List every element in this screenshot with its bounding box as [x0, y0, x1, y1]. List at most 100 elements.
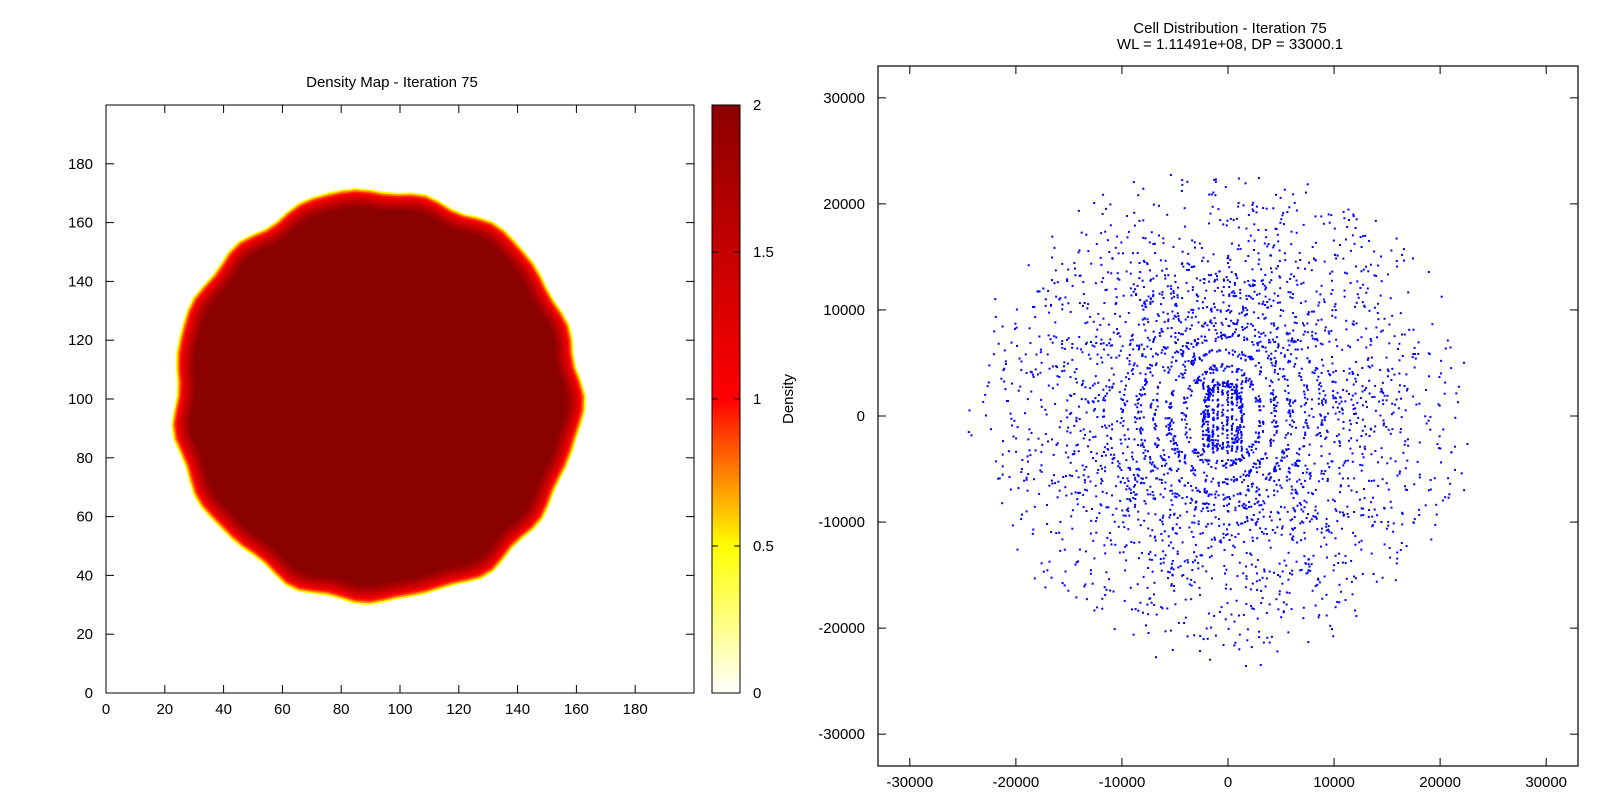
cell-point: [1213, 289, 1216, 292]
cell-point: [1042, 287, 1045, 290]
cell-point: [1266, 245, 1269, 248]
cell-point: [1380, 456, 1383, 459]
cell-point: [1232, 459, 1235, 462]
cell-point: [1322, 397, 1325, 400]
cell-point: [1215, 490, 1218, 493]
cell-point: [1205, 339, 1208, 342]
cell-point: [1217, 494, 1220, 497]
cell-point: [1408, 328, 1411, 331]
cell-point: [1248, 454, 1251, 457]
cell-point: [1164, 481, 1167, 484]
cell-point: [994, 315, 997, 318]
cell-point: [1135, 468, 1138, 471]
cell-point: [1147, 613, 1150, 616]
cell-point: [1152, 295, 1155, 298]
cell-point: [1320, 531, 1323, 534]
cell-point: [1190, 497, 1193, 500]
cell-point: [1227, 403, 1229, 406]
cell-point: [1235, 436, 1238, 439]
cell-point: [1082, 379, 1085, 382]
cell-point: [1174, 336, 1177, 339]
cell-point: [1277, 346, 1279, 349]
cell-point: [1325, 436, 1328, 439]
cell-point: [1274, 415, 1276, 417]
cell-point: [1275, 462, 1278, 465]
cell-point: [1229, 217, 1232, 220]
cell-point: [1376, 336, 1378, 339]
cell-point: [1235, 418, 1238, 421]
cell-point: [1219, 309, 1222, 312]
cell-point: [1025, 476, 1028, 479]
cell-point: [1246, 488, 1249, 491]
cell-point: [1228, 293, 1231, 296]
cell-point: [1101, 597, 1104, 600]
cell-point: [1222, 333, 1225, 336]
cell-point: [1197, 295, 1200, 298]
cell-point: [1104, 454, 1107, 457]
cell-point: [1310, 407, 1313, 410]
cell-point: [1292, 535, 1295, 538]
cell-point: [1143, 300, 1146, 303]
cell-point: [1398, 390, 1401, 393]
cell-point: [1152, 290, 1155, 293]
cell-point: [1181, 352, 1184, 355]
cell-point: [1314, 215, 1317, 218]
cell-point: [1251, 383, 1254, 386]
cell-point: [1093, 382, 1096, 385]
cell-point: [1277, 574, 1279, 576]
cell-point: [1348, 219, 1350, 221]
cell-point: [1172, 443, 1175, 445]
cell-point: [1007, 450, 1010, 453]
cell-point: [1251, 485, 1254, 488]
cell-point: [1351, 460, 1354, 463]
cell-point: [1241, 380, 1244, 383]
cell-point: [1172, 439, 1175, 442]
cell-point: [1225, 416, 1228, 419]
cell-point: [1406, 387, 1409, 390]
cell-point: [1082, 437, 1085, 440]
cell-point: [1055, 532, 1058, 534]
cell-point: [1197, 523, 1200, 526]
cell-point: [1375, 326, 1378, 329]
cell-point: [1271, 421, 1274, 424]
cell-point: [1132, 474, 1135, 476]
cell-point: [1359, 397, 1362, 399]
cell-point: [1360, 246, 1363, 248]
cell-point: [1334, 381, 1337, 384]
cell-point: [1255, 397, 1258, 400]
cell-point: [1140, 477, 1143, 480]
cell-point: [1030, 390, 1033, 393]
cell-point: [1208, 351, 1211, 354]
cell-point: [1159, 519, 1162, 521]
cell-point: [1226, 398, 1229, 401]
cell-point: [1266, 636, 1269, 639]
cell-point: [1299, 569, 1302, 572]
cell-point: [1266, 357, 1269, 360]
cell-point: [1236, 429, 1239, 432]
cell-point: [1211, 447, 1214, 450]
cell-point: [1311, 330, 1314, 333]
cell-point: [1321, 358, 1323, 361]
cell-point: [1102, 415, 1104, 418]
cell-point: [1190, 485, 1193, 487]
cell-point: [1335, 401, 1338, 403]
cell-point: [1302, 333, 1305, 336]
cell-point: [1226, 509, 1229, 512]
cell-point: [1170, 297, 1173, 300]
cell-point: [1193, 352, 1195, 355]
cell-point: [1156, 467, 1159, 470]
cell-point: [1177, 338, 1179, 341]
cell-point: [1172, 394, 1175, 397]
cell-point: [1158, 478, 1161, 481]
cell-point: [1242, 473, 1245, 476]
cell-point: [1170, 562, 1173, 565]
cell-point: [1296, 348, 1299, 351]
cell-point: [1152, 330, 1155, 333]
cell-point: [1192, 467, 1195, 469]
cell-point: [1081, 384, 1083, 387]
cell-point: [1145, 382, 1148, 385]
cell-point: [985, 414, 987, 417]
cell-point: [1365, 291, 1368, 294]
cell-point: [1122, 420, 1125, 423]
cell-point: [1241, 454, 1244, 457]
